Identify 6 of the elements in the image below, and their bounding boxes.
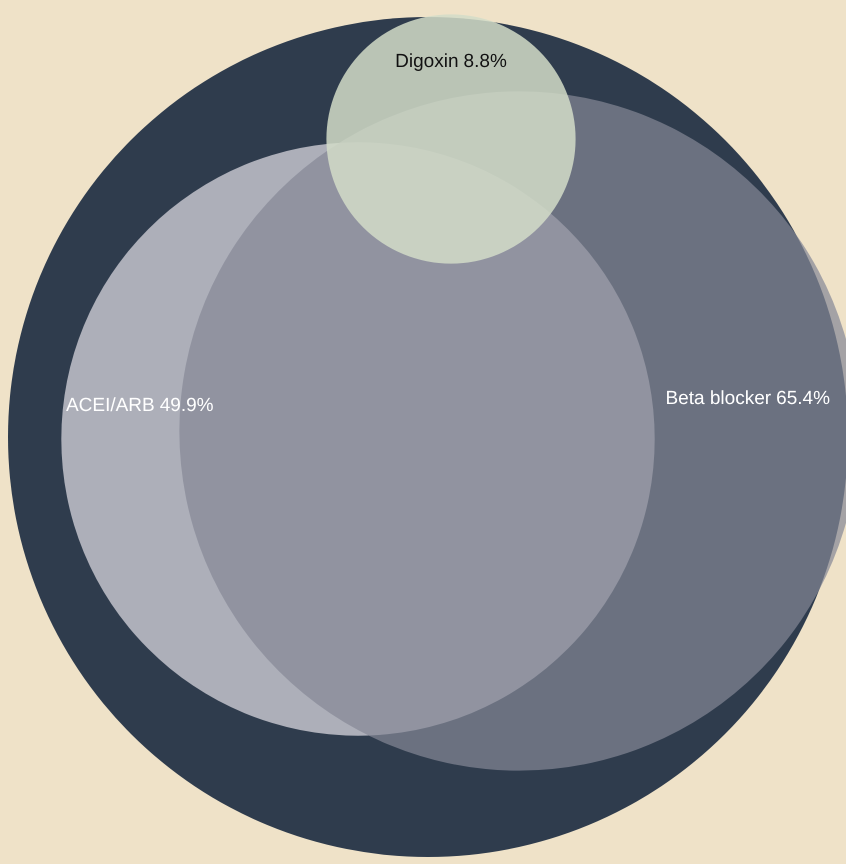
data-label: 8.8% xyxy=(464,51,507,73)
category-label: Digoxin xyxy=(395,51,459,73)
category-label: ACEI/ARB xyxy=(66,395,155,417)
category-label: Beta blocker xyxy=(666,388,772,410)
data-label: 49.9% xyxy=(160,395,214,417)
data-label: 65.4% xyxy=(776,388,830,410)
